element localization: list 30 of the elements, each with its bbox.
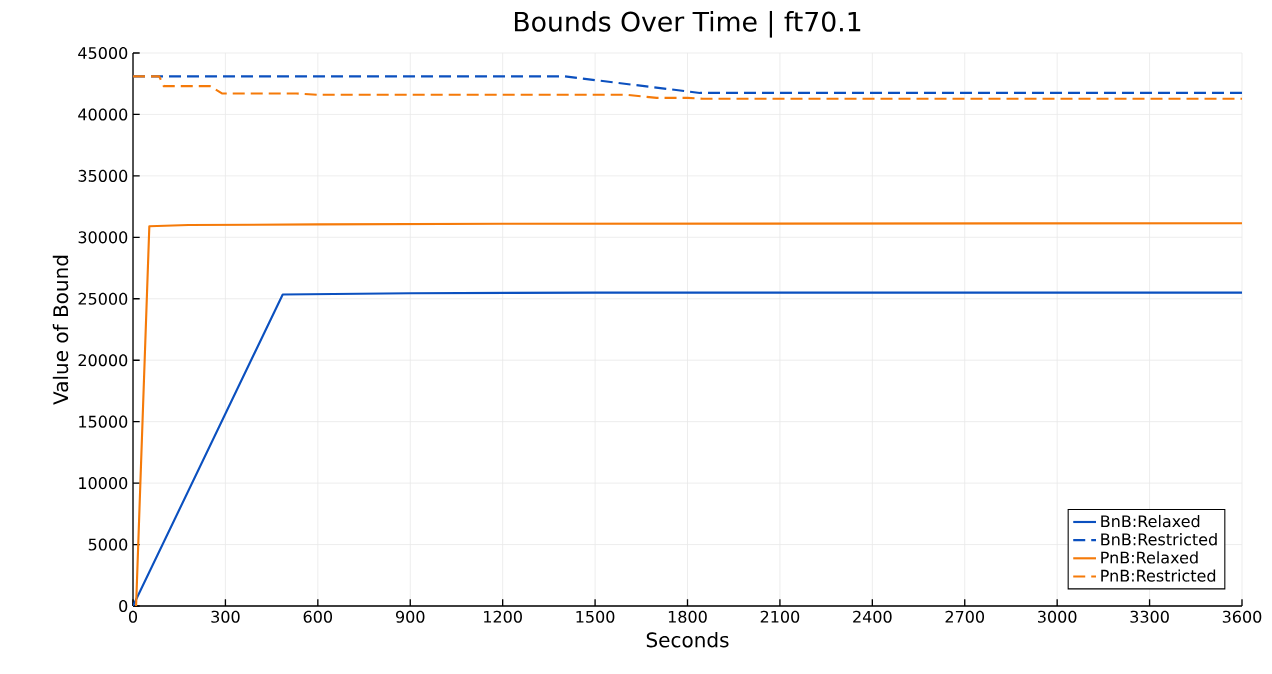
y-tick-label: 40000: [78, 108, 128, 121]
legend-label: BnB:Restricted: [1101, 533, 1217, 546]
x-tick-label: 3000: [1038, 610, 1077, 623]
x-tick-label: 1200: [484, 610, 522, 623]
legend-label: PnB:Restricted: [1101, 569, 1216, 582]
y-axis-title: Value of Bound: [52, 255, 69, 405]
x-tick-label: 2100: [760, 610, 800, 623]
chart-title: Bounds Over Time | ft70.1: [514, 10, 861, 38]
y-tick-label: 5000: [88, 538, 128, 551]
y-tick-label: 20000: [78, 354, 128, 367]
y-tick-label: 45000: [78, 46, 128, 60]
x-tick-label: 300: [211, 610, 240, 623]
legend-label: BnB:Relaxed: [1101, 514, 1200, 528]
x-tick-label: 3600: [1222, 610, 1262, 623]
x-tick-label: 1500: [576, 610, 615, 623]
x-tick-label: 600: [303, 610, 333, 623]
y-tick-label: 10000: [79, 477, 128, 490]
y-tick-label: 25000: [78, 292, 128, 305]
x-tick-label: 1800: [668, 610, 707, 623]
y-tick-label: 0: [119, 599, 128, 613]
y-tick-label: 15000: [79, 415, 128, 428]
x-tick-label: 900: [395, 610, 425, 623]
y-tick-label: 30000: [78, 231, 128, 244]
y-tick-label: 35000: [78, 169, 128, 182]
x-tick-label: 3300: [1130, 610, 1169, 623]
x-tick-label: 2400: [853, 610, 892, 623]
legend-label: PnB:Relaxed: [1101, 551, 1198, 564]
x-tick-label: 2700: [945, 610, 985, 623]
x-axis-title: Seconds: [646, 631, 729, 648]
x-tick-label: 0: [128, 610, 138, 623]
